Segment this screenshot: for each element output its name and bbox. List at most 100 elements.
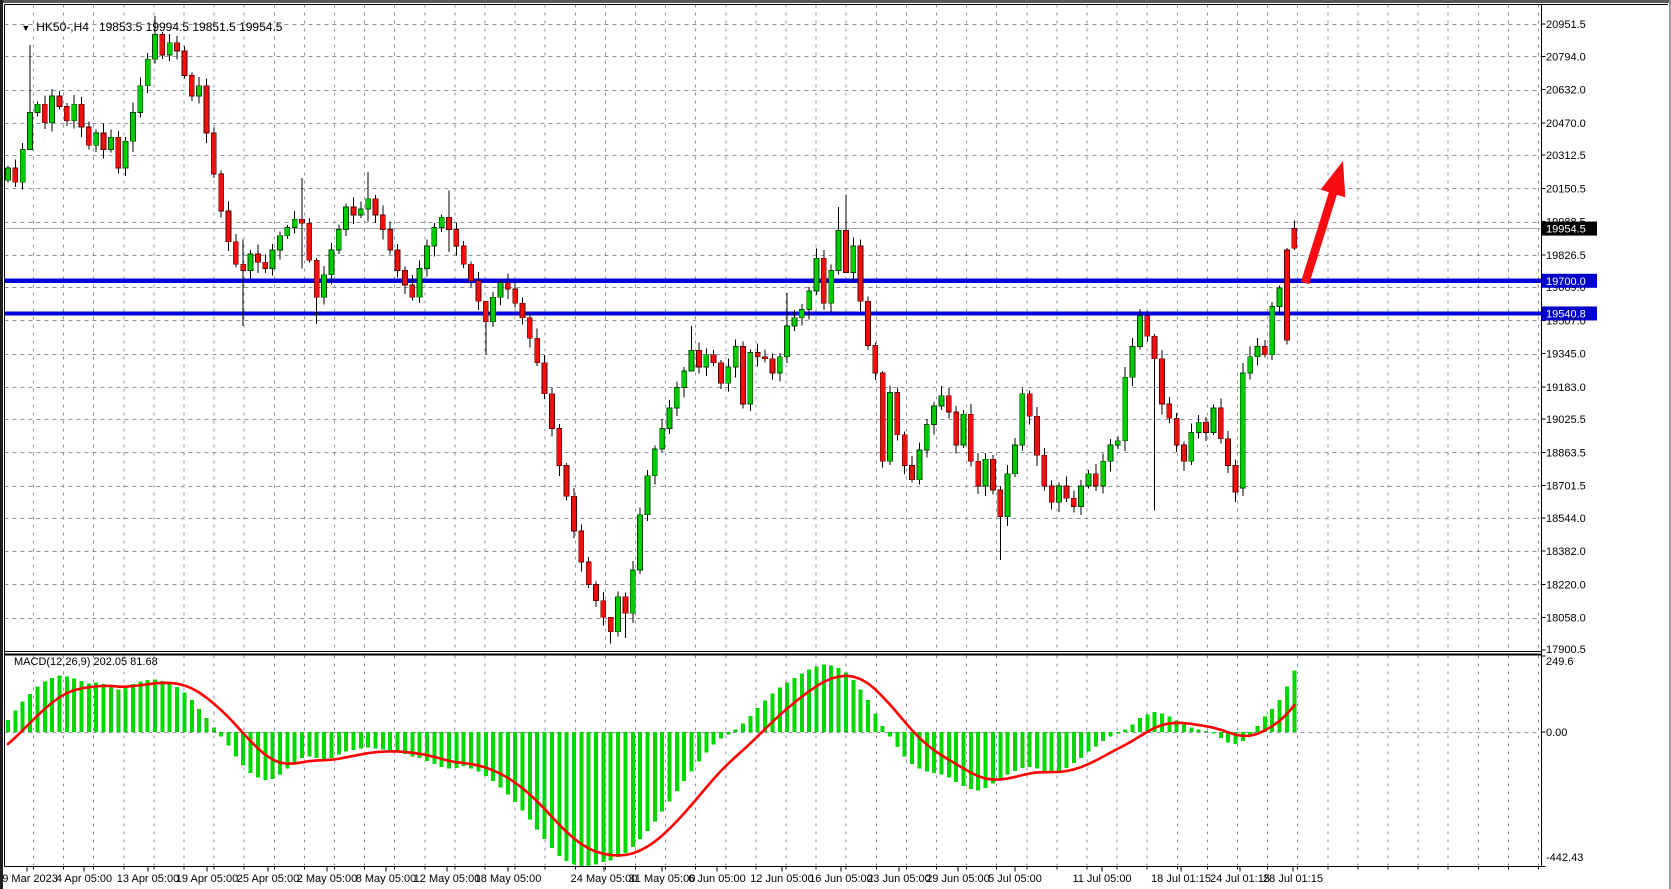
candle <box>85 121 92 150</box>
ohlc-values-label: 19853.5 19994.5 19851.5 19954.5 <box>98 20 283 34</box>
candle <box>71 95 78 129</box>
candle <box>460 240 467 269</box>
candle <box>953 406 960 454</box>
candle <box>637 507 643 574</box>
candle <box>644 470 651 522</box>
support-line-badge: 19540.8 <box>1542 306 1597 321</box>
time-axis-label: 4 Apr 05:00 <box>56 873 112 885</box>
time-axis-label: 11 Jul 05:00 <box>1072 873 1131 885</box>
candle <box>1144 310 1151 342</box>
candle <box>1151 334 1158 511</box>
candle <box>431 222 438 257</box>
candle <box>820 250 827 310</box>
candle <box>357 201 364 218</box>
price-axis-label: 20794.0 <box>1546 51 1586 63</box>
candle <box>813 248 820 296</box>
candle <box>1019 388 1026 451</box>
candle <box>526 313 533 348</box>
symbol-timeframe-label: HK50-,H4 <box>36 20 89 34</box>
price-axis-label: 18544.0 <box>1546 513 1586 525</box>
candle <box>144 52 151 94</box>
symbol-dropdown-icon[interactable]: ▼ <box>21 23 31 33</box>
candle <box>593 581 599 607</box>
candle <box>1070 490 1077 513</box>
candle <box>203 78 210 144</box>
candle <box>1173 413 1180 452</box>
candle <box>835 206 842 275</box>
panel-borders <box>4 4 1668 867</box>
candle <box>350 197 357 224</box>
candle <box>1254 338 1261 366</box>
candle <box>1114 436 1121 450</box>
time-axis-label: 19 Apr 05:00 <box>176 873 238 885</box>
window-top-edge <box>0 0 1671 3</box>
candle <box>19 142 26 190</box>
candle <box>666 400 673 434</box>
candle <box>159 31 166 59</box>
candle <box>240 239 247 326</box>
candle <box>49 89 55 132</box>
candle <box>916 442 923 485</box>
price-axis[interactable]: 20951.5 20794.0 20632.0 20470.0 20312.5 20150… <box>1541 19 1598 656</box>
candle <box>1004 465 1011 526</box>
candle <box>210 127 217 179</box>
candle <box>931 402 937 435</box>
candlestick-series <box>5 16 1298 644</box>
candle <box>725 358 732 392</box>
candle <box>181 46 188 79</box>
candle <box>482 300 489 355</box>
candle <box>975 453 982 494</box>
candle <box>901 431 908 474</box>
price-axis-label: 19826.5 <box>1546 250 1586 262</box>
support-line-badge: 19700.0 <box>1542 273 1597 288</box>
candle <box>424 239 430 277</box>
candle <box>945 387 952 419</box>
candle <box>1284 247 1290 345</box>
candle <box>776 353 783 382</box>
candle <box>754 343 761 367</box>
candle <box>615 591 621 637</box>
candle <box>703 348 710 377</box>
candle <box>299 178 305 269</box>
candle <box>504 273 511 300</box>
time-axis-label: 24 Jul 01:15 <box>1210 873 1270 885</box>
candle <box>379 205 386 240</box>
candle <box>651 445 658 485</box>
candle <box>1100 453 1107 494</box>
candle <box>571 487 577 539</box>
macd-axis[interactable]: 249.6 0.00 -442.43 <box>1541 655 1584 867</box>
candle <box>438 214 445 233</box>
candle <box>27 44 33 150</box>
candle <box>365 172 372 222</box>
candle <box>710 350 717 367</box>
candle <box>1261 340 1268 358</box>
macd-histogram <box>6 664 1297 867</box>
candle <box>622 592 629 639</box>
price-axis-label: 18058.0 <box>1546 613 1586 625</box>
candle <box>828 264 835 313</box>
candle <box>1269 301 1276 360</box>
candle <box>174 36 180 60</box>
price-axis-label: 19183.0 <box>1546 382 1586 394</box>
candle <box>1276 285 1283 315</box>
candle <box>1078 480 1084 516</box>
candle <box>497 279 504 305</box>
candle <box>490 291 496 327</box>
candle <box>578 524 585 572</box>
time-axis-label: 6 Jun 05:00 <box>688 873 746 885</box>
price-axis-label: 18863.5 <box>1546 447 1586 459</box>
candle <box>78 96 85 138</box>
price-axis-label: 19345.0 <box>1546 349 1586 361</box>
candle <box>740 341 746 409</box>
macd-indicator-label: MACD(12,26,9) 202.05 81.68 <box>14 656 158 668</box>
time-axis-label: 28 Jul 01:15 <box>1263 873 1323 885</box>
candle <box>343 203 349 236</box>
candle <box>1232 459 1239 502</box>
candle <box>563 462 570 501</box>
candle <box>1107 438 1114 472</box>
trend-arrow[interactable] <box>1300 161 1346 285</box>
macd-axis-label: -442.43 <box>1546 852 1583 864</box>
candle <box>1048 480 1055 510</box>
